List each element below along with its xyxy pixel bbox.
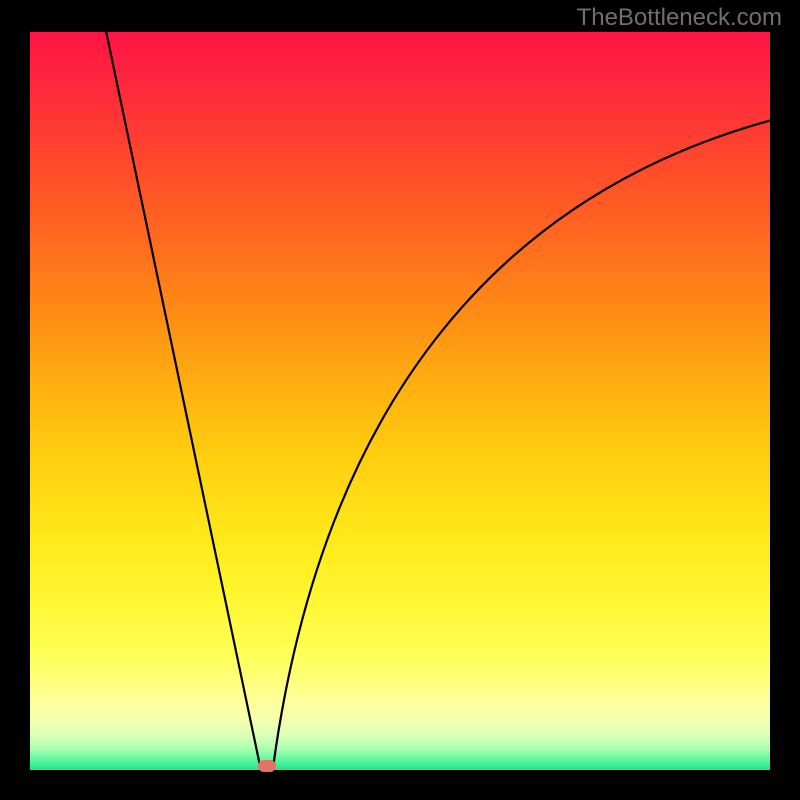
minimum-marker-dot — [258, 760, 276, 772]
watermark-text: TheBottleneck.com — [577, 4, 782, 32]
bottleneck-curve — [0, 0, 800, 800]
bottleneck-curve-path — [106, 32, 770, 770]
chart-stage: TheBottleneck.com — [0, 0, 800, 800]
